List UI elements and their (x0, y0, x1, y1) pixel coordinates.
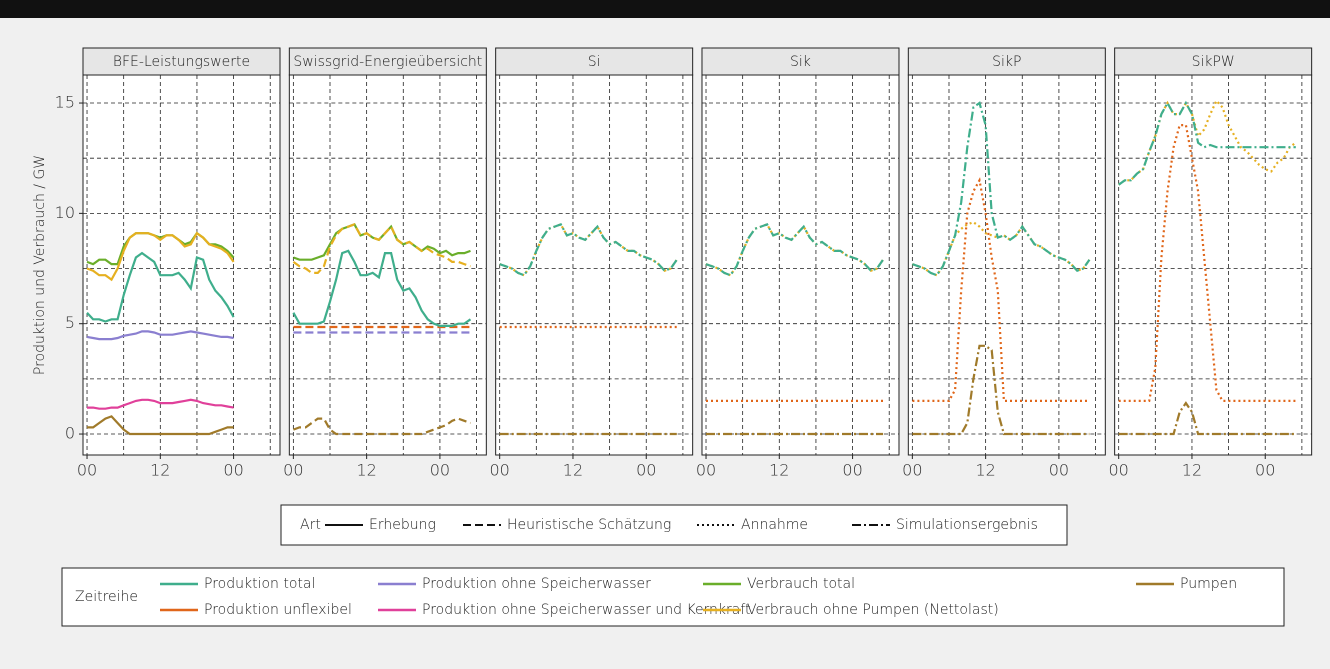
x-tick-label: 00 (1049, 461, 1069, 480)
x-tick-label: 00 (1255, 461, 1275, 480)
top-bar (0, 0, 1330, 18)
strip (701, 47, 900, 76)
legend-label: Produktion ohne Speicherwasser (422, 576, 651, 592)
y-tick-label: 5 (65, 313, 75, 332)
series-line (293, 417, 471, 436)
series-line (1118, 124, 1296, 402)
panel-title: Swissgrid-Energieübersicht (293, 54, 482, 70)
series-line (1118, 401, 1296, 436)
plot-area (907, 74, 1106, 456)
series-line (86, 330, 234, 341)
x-tick-label: 00 (696, 461, 716, 480)
y-tick-label: 15 (55, 93, 75, 112)
x-tick-label: 00 (636, 461, 656, 480)
x-tick-label: 12 (356, 461, 376, 480)
series-line (1118, 98, 1297, 186)
plot-area (495, 74, 694, 456)
legend-label: Pumpen (1180, 576, 1237, 592)
x-tick-label: 12 (1182, 461, 1202, 480)
x-tick-label: 12 (769, 461, 789, 480)
series-line (912, 344, 1090, 436)
x-tick-label: 12 (150, 461, 170, 480)
legend-label: Verbrauch total (747, 576, 855, 592)
legend-label: Produktion total (204, 576, 315, 592)
series-line (86, 231, 235, 282)
panel-title: Si (588, 54, 601, 70)
series-line (87, 415, 234, 436)
y-axis-label: Produktion und Verbrauch / GW (32, 155, 48, 375)
legend-label: Verbrauch ohne Pumpen (Nettolast) (747, 602, 999, 618)
series-line (292, 223, 471, 274)
legend-label: Annahme (741, 517, 808, 533)
x-tick-label: 12 (975, 461, 995, 480)
legend-label: Simulationsergebnis (896, 517, 1038, 533)
plot-area (288, 74, 487, 456)
color-legend-box (61, 567, 1285, 627)
legend-label: Produktion unflexibel (204, 602, 352, 618)
series-line (912, 101, 1091, 277)
x-tick-label: 12 (563, 461, 583, 480)
series-line (705, 223, 885, 277)
panel-title: Sik (790, 54, 811, 70)
x-tick-label: 00 (1109, 461, 1129, 480)
series-line (1118, 100, 1296, 186)
x-tick-label: 00 (283, 461, 303, 480)
panel-title: SikP (992, 54, 1021, 70)
legend-title: Art (300, 517, 321, 533)
panel-title: BFE-Leistungswerte (113, 54, 250, 70)
x-tick-label: 00 (77, 461, 97, 480)
series-line (293, 223, 471, 261)
series-line (87, 398, 234, 410)
panel-title: SikPW (1192, 54, 1235, 70)
linestyle-legend-box (280, 504, 1068, 546)
legend-label: Erhebung (369, 517, 436, 533)
legend-label: Produktion ohne Speicherwasser und Kernk… (422, 602, 751, 618)
strip (82, 47, 281, 76)
series-line (292, 249, 472, 327)
y-tick-label: 0 (65, 424, 75, 443)
x-tick-label: 00 (842, 461, 862, 480)
plot-area (701, 74, 900, 456)
x-tick-label: 00 (223, 461, 243, 480)
series-line (86, 251, 235, 323)
series-line (499, 223, 678, 277)
x-tick-label: 00 (430, 461, 450, 480)
x-tick-label: 00 (490, 461, 510, 480)
x-tick-label: 00 (902, 461, 922, 480)
plot-area (1114, 74, 1313, 456)
y-tick-label: 10 (55, 203, 75, 222)
legend-title: Zeitreihe (75, 589, 138, 605)
legend-label: Heuristische Schätzung (507, 517, 671, 533)
